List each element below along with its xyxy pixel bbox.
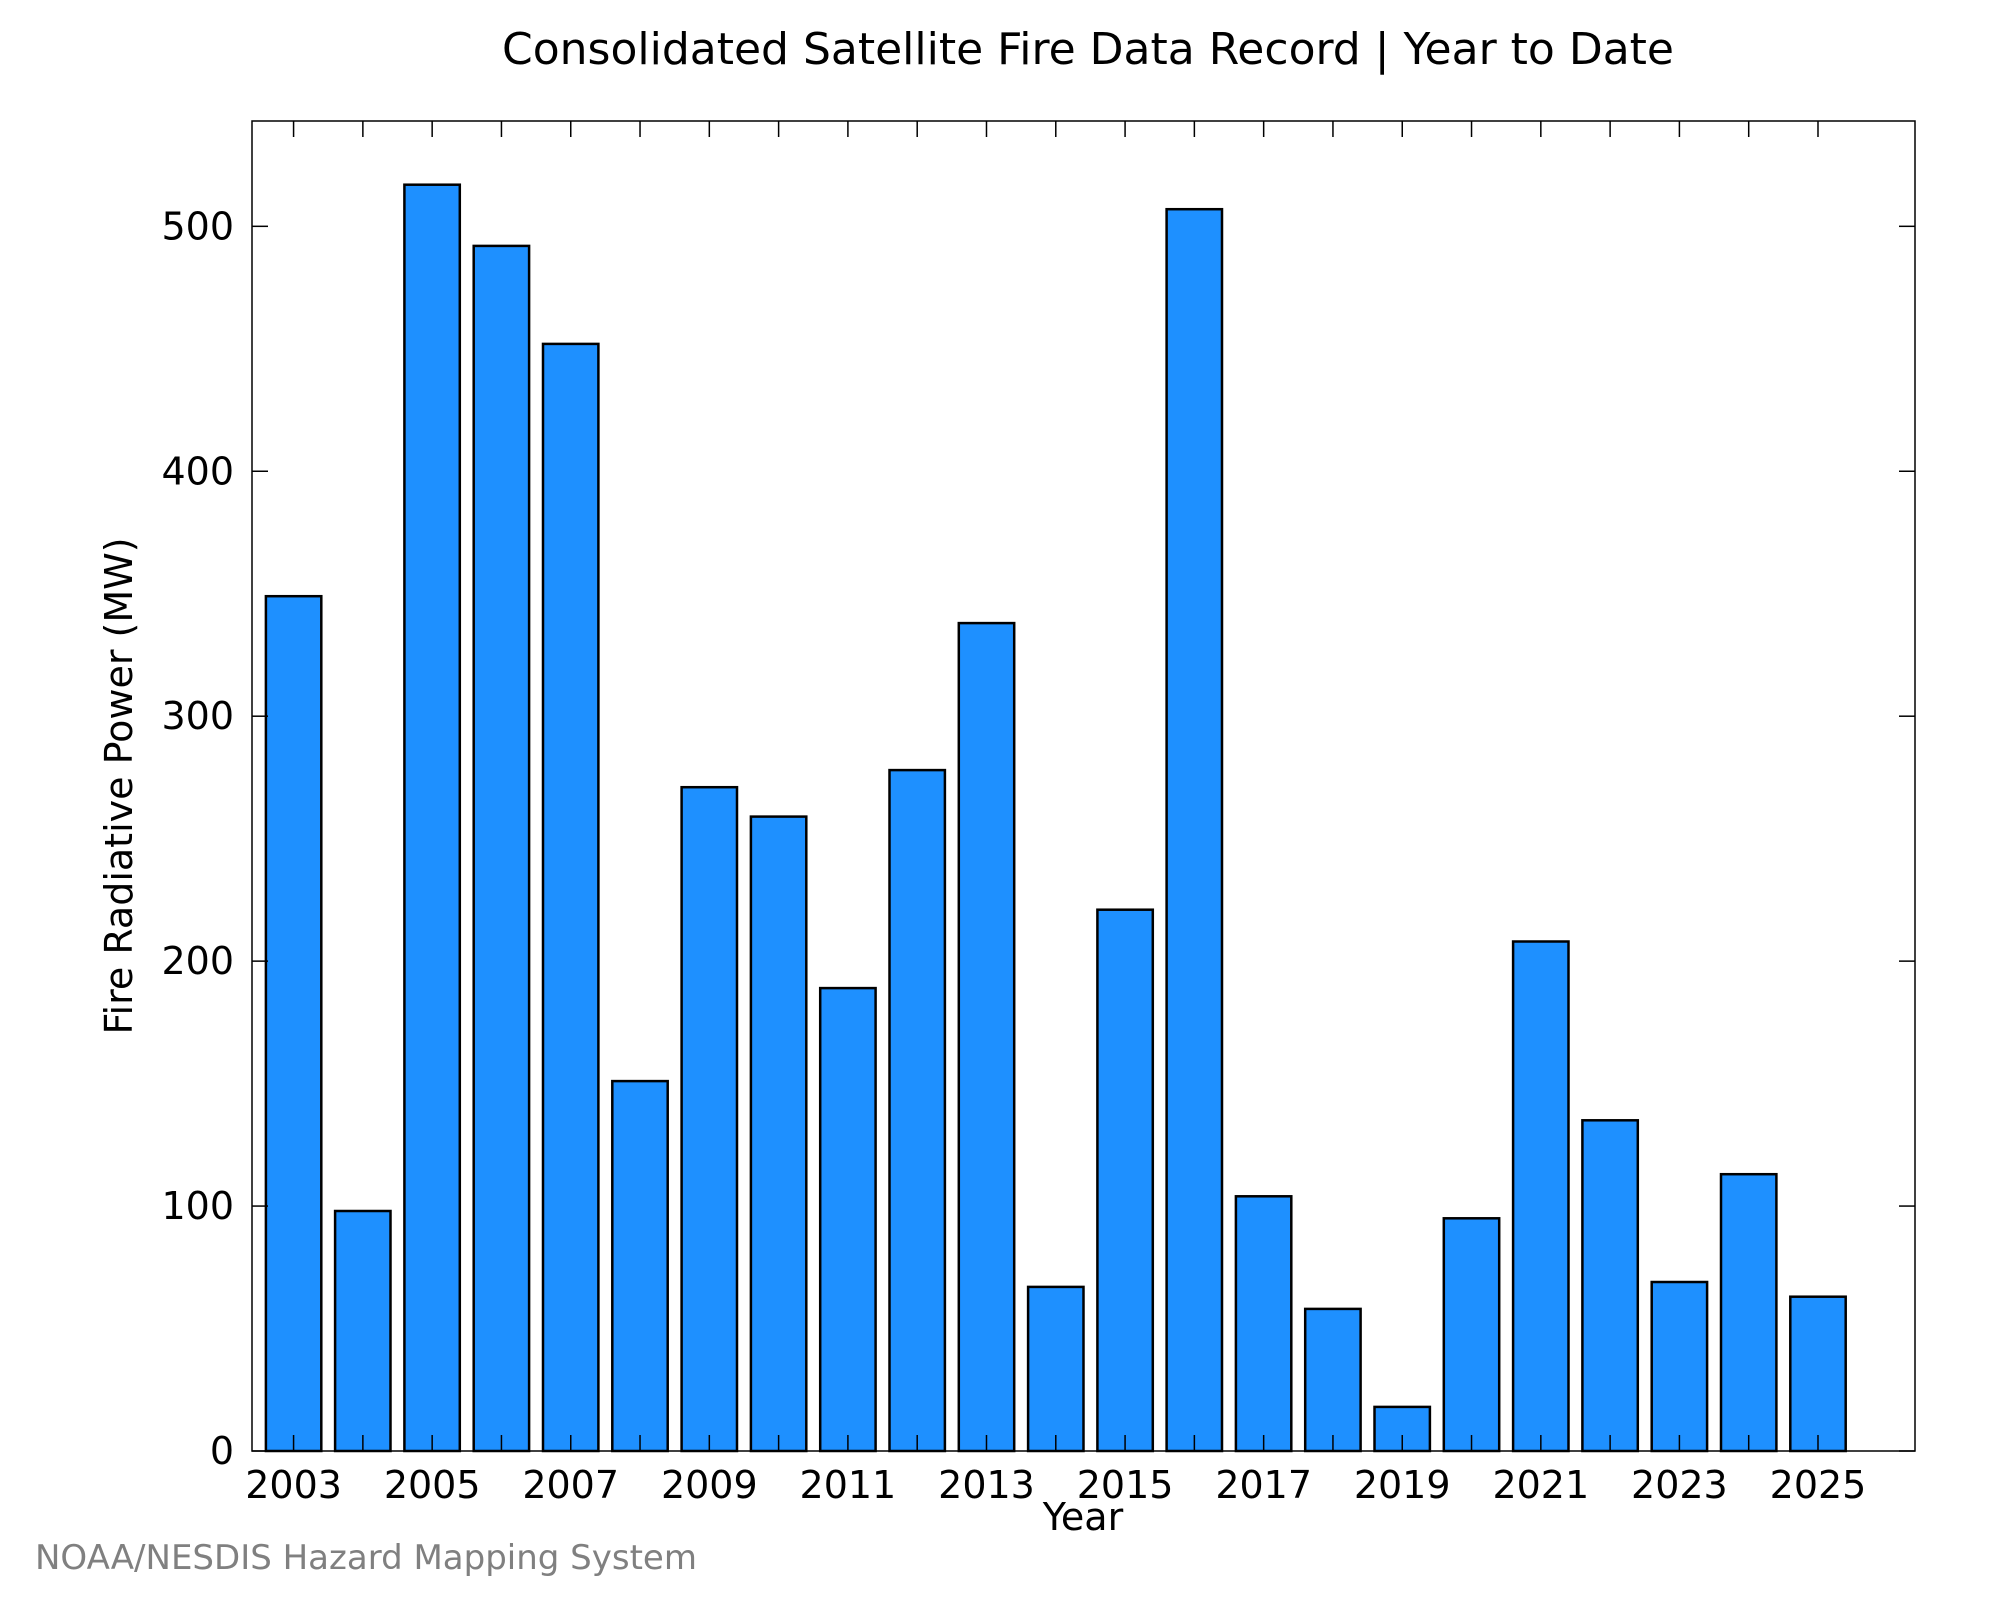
bar-2022: [1581, 1119, 1640, 1453]
bar-2016: [1165, 207, 1224, 1453]
bar-2020: [1442, 1217, 1501, 1453]
x-axis-label: Year: [1042, 1495, 1124, 1539]
bar-2011: [818, 986, 877, 1453]
bars-group: [264, 183, 1847, 1453]
y-tick-label-0: 0: [210, 1429, 234, 1473]
x-tick-label-2011: 2011: [800, 1463, 897, 1507]
x-tick-label-2019: 2019: [1354, 1463, 1451, 1507]
bar-2008: [611, 1079, 669, 1453]
y-tick-label-100: 100: [161, 1184, 234, 1228]
x-tick-label-2023: 2023: [1631, 1463, 1728, 1507]
y-tick-label-200: 200: [161, 939, 234, 983]
y-tick-label-300: 300: [161, 694, 234, 738]
bar-2017: [1234, 1195, 1293, 1453]
x-tick-label-2021: 2021: [1492, 1463, 1589, 1507]
bar-2009: [680, 785, 739, 1453]
bar-2005: [403, 183, 462, 1453]
x-tick-label-2025: 2025: [1770, 1463, 1867, 1507]
x-tick-label-2005: 2005: [384, 1463, 481, 1507]
x-tick-label-2007: 2007: [522, 1463, 619, 1507]
chart-title: Consolidated Satellite Fire Data Record …: [502, 24, 1674, 75]
y-tick-label-500: 500: [161, 204, 234, 248]
x-tick-label-2015: 2015: [1077, 1463, 1174, 1507]
y-tick-labels: 0 100 200 300 400 500: [161, 204, 234, 1473]
bar-2010: [749, 815, 808, 1453]
bar-2015: [1096, 908, 1155, 1453]
bar-2012: [888, 768, 947, 1453]
bar-2014: [1026, 1285, 1085, 1453]
bar-2021: [1511, 940, 1570, 1453]
axis-ticks: [252, 121, 1915, 1452]
bar-2025: [1789, 1295, 1847, 1453]
x-tick-label-2013: 2013: [938, 1463, 1035, 1507]
x-tick-label-2009: 2009: [661, 1463, 758, 1507]
x-tick-labels: 2003 2005 2007 2009 2011 2013 2015 2017 2019 2021…: [245, 1463, 1866, 1507]
bar-2006: [472, 244, 531, 1453]
bar-2004: [333, 1209, 392, 1453]
bar-2023: [1650, 1280, 1709, 1453]
source-credit: NOAA/NESDIS Hazard Mapping System: [35, 1538, 697, 1578]
y-axis-label: Fire Radiative Power (MW): [97, 537, 141, 1034]
bar-2024: [1719, 1172, 1778, 1453]
plot-frame: [251, 120, 1916, 1452]
bar-2003: [264, 594, 323, 1453]
bar-2018: [1303, 1307, 1362, 1453]
bar-2007: [541, 342, 600, 1453]
x-tick-label-2017: 2017: [1215, 1463, 1312, 1507]
y-tick-label-400: 400: [161, 449, 234, 493]
x-tick-label-2003: 2003: [245, 1463, 342, 1507]
bar-2013: [957, 621, 1016, 1453]
